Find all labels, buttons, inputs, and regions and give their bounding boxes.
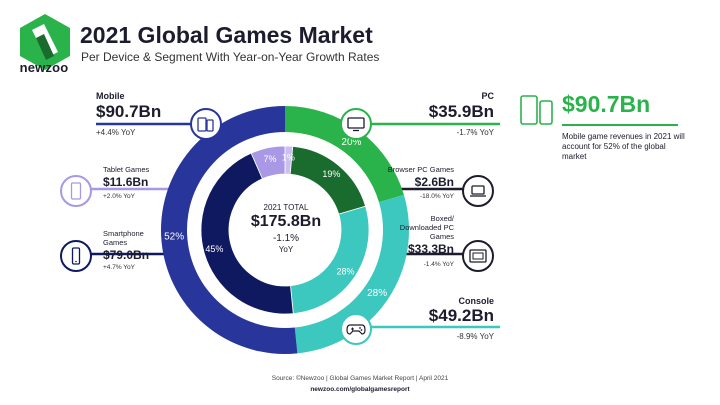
newzoo-logo [20,14,70,70]
inner-slice-smartphone-games [200,152,294,315]
highlight-divider [562,124,678,126]
console-yoy: -8.9% YoY [456,332,494,341]
monitor-icon [340,108,372,140]
inner-share-label-browser-pc-games: 1% [282,153,295,163]
mobile-devices-icon [190,108,222,140]
logo-wordmark: newzoo [19,60,69,75]
boxed-pc-label: Boxed/ Downloaded PC Games [399,214,454,241]
console-label: Console [458,296,494,306]
page-subtitle: Per Device & Segment With Year-on-Year G… [81,50,380,64]
outer-share-label-mobile: 52% [164,232,184,243]
pc-yoy: -1.7% YoY [456,128,494,137]
pc-label: PC [481,91,494,101]
source-url: newzoo.com/globalgamesreport [310,386,410,393]
console-value: $49.2Bn [428,306,494,325]
center-total-label: 2021 TOTAL [263,203,309,212]
mobile-label: Mobile [96,91,125,101]
inner-share-label-boxed-downloaded-pc-games: 19% [322,169,340,179]
tablet-icon [60,175,92,207]
laptop-icon [462,175,494,207]
inner-share-label-smartphone-games: 45% [205,244,223,254]
center-total-value: $175.8Bn [250,213,322,230]
source-note: Source: ©Newzoo | Global Games Market Re… [271,375,449,382]
boxed-pc-yoy: -1.4% YoY [423,261,454,268]
gamepad-icon [340,313,372,345]
smartphone-yoy: +4.7% YoY [103,264,135,271]
highlight-devices-icon [520,94,554,131]
browser-pc-label: Browser PC Games [387,165,454,174]
tablet-yoy: +2.0% YoY [103,193,135,200]
ring-share-labels: 20% 28% 52% 1% 19% 28% 45% 7% [164,137,387,299]
smartphone-icon [60,240,92,272]
outer-slice-pc [285,106,404,203]
browser-pc-yoy: -18.0% YoY [420,193,454,200]
browser-pc-value: $2.6Bn [414,175,454,189]
outer-share-label-console: 28% [367,288,387,299]
outer-slice-mobile [160,106,298,355]
mobile-value: $90.7Bn [96,102,162,121]
inner-slice-tablet-games [250,145,286,180]
tablet-value: $11.6Bn [103,175,149,189]
smartphone-value: $79.0Bn [103,248,150,262]
tablet-label: Tablet Games [103,165,150,174]
inner-share-label-tablet-games: 7% [263,154,276,164]
inner-share-label-console: 28% [337,266,355,276]
outer-share-label-pc: 20% [341,137,361,148]
boxed-pc-value: $33.3Bn [407,242,454,256]
game-disc-icon [462,240,494,272]
mobile-yoy: +4.4% YoY [96,128,136,137]
highlight-text: Mobile game revenues in 2021 will accoun… [562,132,685,161]
center-disc [230,175,340,285]
highlight-value: $90.7Bn [562,91,651,117]
pc-value: $35.9Bn [428,102,494,121]
inner-ring [200,145,370,315]
page-title: 2021 Global Games Market [80,22,373,48]
center-growth-unit: YoY [278,245,294,254]
center-growth: -1.1% [272,233,300,244]
smartphone-label: Smartphone Games [103,229,144,247]
